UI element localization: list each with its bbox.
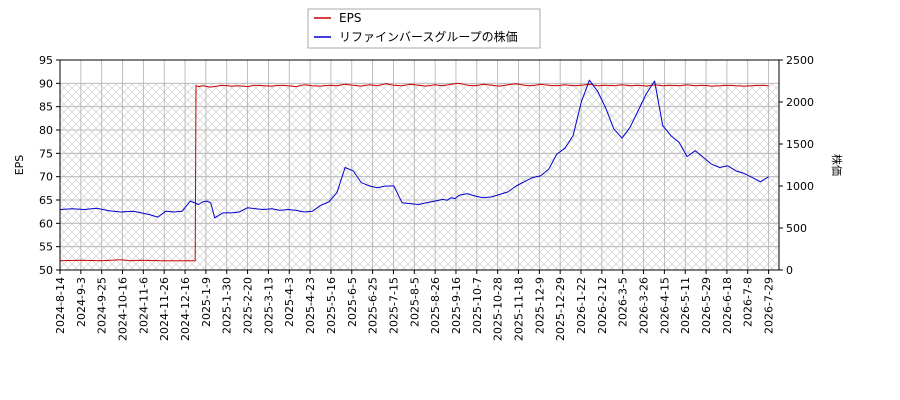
right-axis: 0 500 1000 1500 2000 2500 bbox=[779, 54, 814, 277]
x-tick-label: 2026-3-26 bbox=[638, 277, 651, 334]
legend: EPS リファインバースグループの株価 bbox=[307, 8, 541, 49]
left-axis: 50 55 60 65 70 75 80 85 90 95 bbox=[39, 54, 60, 277]
left-tick-label: 60 bbox=[39, 217, 53, 230]
x-tick-label: 2025-8-5 bbox=[408, 277, 421, 327]
x-tick-label: 2026-6-18 bbox=[721, 277, 734, 334]
left-tick-label: 95 bbox=[39, 54, 53, 67]
x-tick-label: 2025-4-23 bbox=[304, 277, 317, 334]
x-tick-label: 2025-10-7 bbox=[471, 277, 484, 334]
series-line-price bbox=[59, 79, 769, 219]
x-tick-label: 2024-9-3 bbox=[75, 277, 88, 327]
x-tick-label: 2025-10-28 bbox=[492, 277, 505, 341]
x-tick-label: 2024-10-16 bbox=[117, 277, 130, 341]
left-tick-label: 80 bbox=[39, 124, 53, 137]
x-tick-label: 2024-11-6 bbox=[137, 277, 150, 334]
legend-box bbox=[307, 8, 541, 49]
x-tick-label: 2025-2-20 bbox=[242, 277, 255, 334]
series-line-eps bbox=[59, 82, 769, 262]
x-tick-label: 2026-1-22 bbox=[575, 277, 588, 334]
x-tick-label: 2026-7-29 bbox=[763, 277, 776, 334]
left-tick-label: 70 bbox=[39, 171, 53, 184]
left-tick-label: 55 bbox=[39, 241, 53, 254]
x-tick-label: 2025-6-5 bbox=[346, 277, 359, 327]
x-tick-label: 2025-7-15 bbox=[387, 277, 400, 334]
x-tick-label: 2025-4-3 bbox=[283, 277, 296, 327]
x-tick-label: 2026-5-29 bbox=[700, 277, 713, 334]
x-tick-label: 2025-1-30 bbox=[221, 277, 234, 334]
x-tick-label: 2025-3-13 bbox=[262, 277, 275, 334]
x-tick-label: 2025-8-26 bbox=[429, 277, 442, 334]
right-tick-label: 1500 bbox=[786, 138, 814, 151]
left-tick-label: 75 bbox=[39, 147, 53, 160]
right-tick-label: 2000 bbox=[786, 96, 814, 109]
series-layer bbox=[59, 79, 769, 262]
left-tick-label: 50 bbox=[39, 264, 53, 277]
x-tick-label: 2025-9-16 bbox=[450, 277, 463, 334]
right-tick-label: 500 bbox=[786, 222, 807, 235]
x-tick-label: 2026-4-15 bbox=[658, 277, 671, 334]
left-tick-label: 85 bbox=[39, 101, 53, 114]
x-tick-label: 2025-1-9 bbox=[200, 277, 213, 327]
x-axis: 2024-8-14 2024-9-3 2024-9-25 2024-10-16 2024… bbox=[54, 270, 776, 341]
x-tick-label: 2024-12-16 bbox=[179, 277, 192, 341]
legend-label-price: リファインバースグループの株価 bbox=[339, 29, 518, 44]
x-tick-label: 2026-2-12 bbox=[596, 277, 609, 334]
x-tick-label: 2026-5-11 bbox=[679, 277, 692, 334]
plot-frame bbox=[59, 59, 780, 271]
left-tick-label: 65 bbox=[39, 194, 53, 207]
left-axis-title: EPS bbox=[13, 155, 26, 176]
x-tick-label: 2024-11-26 bbox=[158, 277, 171, 341]
right-axis-title: 株価 bbox=[830, 154, 844, 176]
x-tick-label: 2025-6-25 bbox=[367, 277, 380, 334]
x-tick-label: 2025-12-9 bbox=[533, 277, 546, 334]
x-tick-label: 2025-12-29 bbox=[554, 277, 567, 341]
legend-label-eps: EPS bbox=[339, 11, 361, 25]
right-tick-label: 2500 bbox=[786, 54, 814, 67]
x-tick-label: 2024-8-14 bbox=[54, 277, 67, 334]
x-tick-label: 2025-5-16 bbox=[325, 277, 338, 334]
x-tick-label: 2026-7-8 bbox=[742, 277, 755, 327]
right-tick-label: 1000 bbox=[786, 180, 814, 193]
right-tick-label: 0 bbox=[786, 264, 793, 277]
x-tick-label: 2026-3-5 bbox=[617, 277, 630, 327]
x-tick-label: 2025-11-18 bbox=[512, 277, 525, 341]
x-tick-label: 2024-9-25 bbox=[96, 277, 109, 334]
left-tick-label: 90 bbox=[39, 77, 53, 90]
